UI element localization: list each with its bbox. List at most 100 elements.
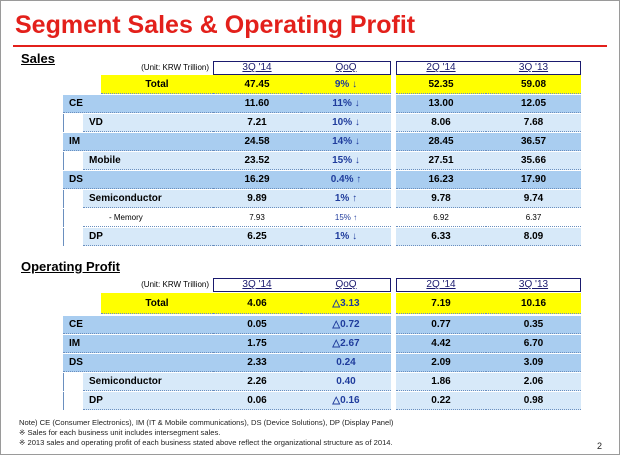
table-cell: 0.22 <box>396 392 486 410</box>
table-cell: 2.33 <box>213 354 301 372</box>
table-cell: 15% ↑ <box>301 209 391 227</box>
table-cell: 7.21 <box>213 114 301 132</box>
column-header: 3Q '13 <box>518 279 549 290</box>
table-cell: 0.05 <box>213 316 301 334</box>
row-label: DP <box>83 228 213 246</box>
table-cell: 7.68 <box>486 114 581 132</box>
table-cell: 2.06 <box>486 373 581 391</box>
row-label: CE <box>63 316 213 334</box>
row-indent <box>63 373 83 391</box>
section-label: Operating Profit <box>21 259 120 274</box>
table-cell: 0.24 <box>301 354 391 372</box>
row-label: CE <box>63 95 213 113</box>
table-cell: 1% ↑ <box>301 190 391 208</box>
table-cell: 9.89 <box>213 190 301 208</box>
table-cell: 11% ↓ <box>301 95 391 113</box>
table-cell: 35.66 <box>486 152 581 170</box>
header-box <box>396 61 581 75</box>
table-cell: 36.57 <box>486 133 581 151</box>
table-cell: 23.52 <box>213 152 301 170</box>
table-cell: 0.98 <box>486 392 581 410</box>
table-cell: △3.13 <box>301 293 391 314</box>
row-label: - Memory <box>83 209 213 227</box>
table-cell: 16.23 <box>396 171 486 189</box>
gap <box>391 373 396 391</box>
gap <box>391 95 396 113</box>
gap <box>391 152 396 170</box>
table-cell: 3.09 <box>486 354 581 372</box>
column-header: QoQ <box>335 62 357 73</box>
table-cell: 0.06 <box>213 392 301 410</box>
table-cell: △2.67 <box>301 335 391 353</box>
unit-label: (Unit: KRW Trillion) <box>141 63 209 72</box>
table-cell: 12.05 <box>486 95 581 113</box>
table-cell: 9% ↓ <box>301 75 391 94</box>
table-cell: 59.08 <box>486 75 581 94</box>
footnote: ※ Sales for each business unit includes … <box>19 428 221 437</box>
table-cell: 2.26 <box>213 373 301 391</box>
table-cell: 7.19 <box>396 293 486 314</box>
table-cell: △0.16 <box>301 392 391 410</box>
table-cell: 6.33 <box>396 228 486 246</box>
table-cell: 6.92 <box>396 209 486 227</box>
table-cell: 10.16 <box>486 293 581 314</box>
header-box <box>213 61 391 75</box>
table-cell: 2.09 <box>396 354 486 372</box>
gap <box>391 190 396 208</box>
table-cell: 0.77 <box>396 316 486 334</box>
row-label: Total <box>101 75 213 94</box>
table-cell: 4.06 <box>213 293 301 314</box>
unit-label: (Unit: KRW Trillion) <box>141 280 209 289</box>
row-label: IM <box>63 133 213 151</box>
table-cell: 6.37 <box>486 209 581 227</box>
gap <box>391 75 396 94</box>
table-cell: 1.75 <box>213 335 301 353</box>
slide-title: Segment Sales & Operating Profit <box>15 11 416 39</box>
gap <box>391 114 396 132</box>
row-label: IM <box>63 335 213 353</box>
row-label: Semiconductor <box>83 373 213 391</box>
header-box <box>213 278 391 292</box>
table-cell: 52.35 <box>396 75 486 94</box>
table-cell: 4.42 <box>396 335 486 353</box>
table-cell: 47.45 <box>213 75 301 94</box>
row-label: VD <box>83 114 213 132</box>
column-header: QoQ <box>335 279 357 290</box>
table-cell: 27.51 <box>396 152 486 170</box>
table-cell: 10% ↓ <box>301 114 391 132</box>
gap <box>391 133 396 151</box>
row-indent <box>63 392 83 410</box>
row-indent <box>63 152 83 170</box>
row-indent <box>63 114 83 132</box>
column-header: 3Q '13 <box>518 62 549 73</box>
table-cell: 14% ↓ <box>301 133 391 151</box>
gap <box>391 209 396 227</box>
table-cell: △0.72 <box>301 316 391 334</box>
page-number: 2 <box>597 441 603 451</box>
table-cell: 6.70 <box>486 335 581 353</box>
table-cell: 7.93 <box>213 209 301 227</box>
gap <box>391 228 396 246</box>
gap <box>391 354 396 372</box>
table-cell: 15% ↓ <box>301 152 391 170</box>
table-cell: 0.4% ↑ <box>301 171 391 189</box>
gap <box>391 392 396 410</box>
column-header: 2Q '14 <box>426 62 456 73</box>
footnote: ※ 2013 sales and operating profit of eac… <box>19 438 393 447</box>
row-indent <box>63 228 83 246</box>
gap <box>391 171 396 189</box>
gap <box>391 316 396 334</box>
column-header: 3Q '14 <box>242 279 272 290</box>
row-label: DS <box>63 171 213 189</box>
row-label: Total <box>101 293 213 314</box>
column-header: 2Q '14 <box>426 279 456 290</box>
row-label: DS <box>63 354 213 372</box>
header-box <box>396 278 581 292</box>
row-label: Semiconductor <box>83 190 213 208</box>
section-label: Sales <box>21 51 55 66</box>
row-label: DP <box>83 392 213 410</box>
table-cell: 6.25 <box>213 228 301 246</box>
row-indent <box>63 190 83 208</box>
table-cell: 17.90 <box>486 171 581 189</box>
